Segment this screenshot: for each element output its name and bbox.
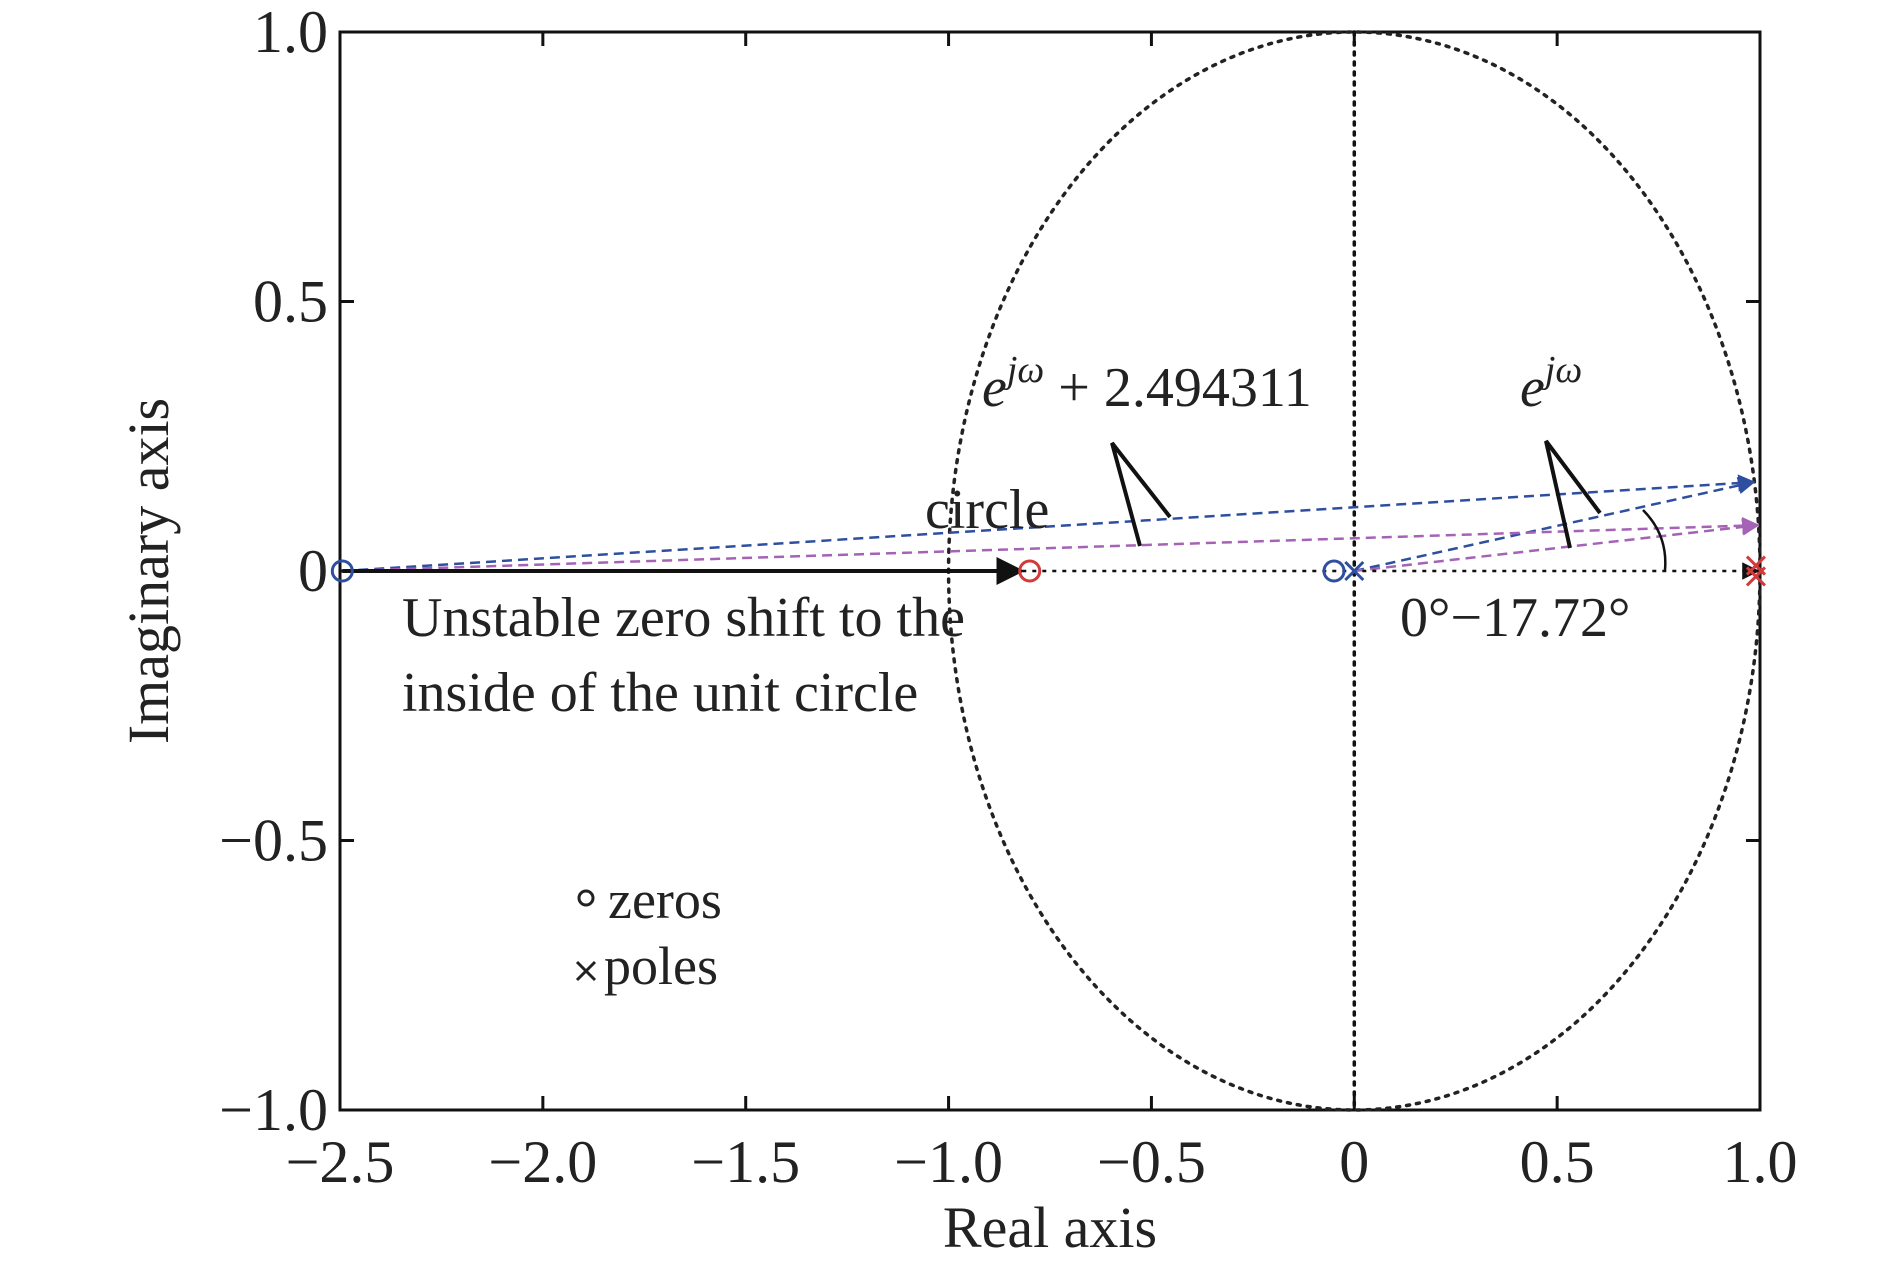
annotation-unit-vector-superscript: jω xyxy=(1540,349,1582,391)
pole-marker xyxy=(1745,566,1767,587)
x-tick-label: −0.5 xyxy=(1097,1129,1206,1195)
x-tick-label: −1.5 xyxy=(691,1129,800,1195)
annotation-vector-label-offset: + 2.494311 xyxy=(1044,357,1312,419)
legend-poles-label: poles xyxy=(604,936,718,996)
x-tick-label: −2.0 xyxy=(488,1129,597,1195)
legend-zero-symbol xyxy=(577,889,595,907)
pole-marker xyxy=(1344,560,1365,582)
legend: zeros poles xyxy=(575,870,722,996)
vector-arrow xyxy=(1354,476,1756,573)
y-tick-label: 0 xyxy=(298,538,328,604)
annotation-vector-label-base: e xyxy=(982,357,1007,419)
x-tick-label: 0.5 xyxy=(1520,1129,1595,1195)
annotation-unstable-line2: inside of the unit circle xyxy=(402,662,918,724)
annotation-unit-vector-label: ejω xyxy=(1520,349,1582,419)
annotation-vector-label: ejω + 2.494311 xyxy=(982,349,1312,419)
y-axis-label: Imaginary axis xyxy=(116,398,181,744)
vector-arrow xyxy=(342,474,1756,573)
pole-zero-markers xyxy=(330,555,1767,587)
y-tick-label: 1.0 xyxy=(253,0,328,65)
leader-vector-label xyxy=(1110,441,1172,547)
y-tick-label: −1.0 xyxy=(219,1077,328,1143)
legend-pole-symbol xyxy=(575,960,597,982)
y-tick-label: 0.5 xyxy=(253,269,328,335)
zero-marker xyxy=(1322,559,1346,583)
plot-geometry xyxy=(342,30,1762,1112)
annotation-circle-label: circle xyxy=(925,479,1049,541)
angle-arc xyxy=(1642,509,1667,571)
vector-arrow xyxy=(342,516,1760,573)
x-tick-label: 0 xyxy=(1339,1129,1369,1195)
annotation-angle-label: 0°−17.72° xyxy=(1400,587,1630,649)
legend-zeros-label: zeros xyxy=(608,870,722,930)
zero-marker xyxy=(1018,559,1042,583)
x-tick-label: −1.0 xyxy=(894,1129,1003,1195)
y-tick-label: −0.5 xyxy=(219,808,328,874)
annotation-unit-vector-base: e xyxy=(1520,357,1545,419)
leader-unit-vector-label xyxy=(1544,439,1602,549)
x-tick-label: −2.5 xyxy=(286,1129,395,1195)
x-tick-label: 1.0 xyxy=(1723,1129,1798,1195)
x-axis-label: Real axis xyxy=(943,1195,1157,1260)
vector-arrow xyxy=(1354,518,1760,573)
axis-ticks: −2.5 −2.0 −1.5 −1.0 −0.5 0 0.5 1.0 −1.0 −0.5 0 0.5 1… xyxy=(219,0,1797,1195)
annotation-unstable-line1: Unstable zero shift to the xyxy=(402,587,965,649)
annotation-vector-label-superscript: jω xyxy=(1002,349,1044,391)
zero-marker xyxy=(330,559,354,583)
